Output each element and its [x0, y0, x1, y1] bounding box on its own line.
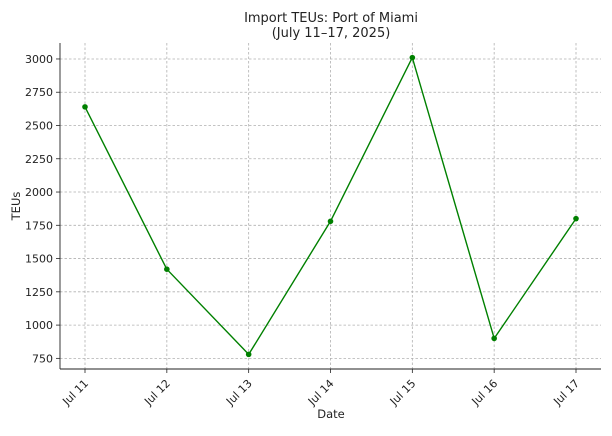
x-axis-label: Date [317, 407, 345, 421]
y-tick-label: 1250 [25, 286, 53, 299]
y-tick-label: 1000 [25, 319, 53, 332]
data-point [491, 335, 497, 342]
data-point [327, 218, 334, 225]
x-tick-label: Jul 17 [550, 377, 582, 409]
data-point [573, 215, 579, 222]
y-axis-ticks: 750 1000 1250 1500 1750 2000 2250 2500 2750 3000 [25, 53, 60, 365]
data-point [164, 266, 170, 273]
data-point [82, 104, 88, 110]
grid-lines [60, 43, 601, 369]
y-tick-label: 1500 [25, 253, 53, 266]
chart-title: Import TEUs: Port of Miami [244, 11, 418, 26]
x-tick-label: Jul 15 [387, 377, 419, 409]
x-tick-label: Jul 12 [141, 377, 173, 409]
x-tick-label: Jul 14 [305, 377, 337, 409]
y-tick-label: 2250 [25, 153, 53, 166]
x-tick-label: Jul 11 [59, 377, 91, 409]
y-tick-label: 1750 [25, 219, 53, 232]
series-layer [82, 54, 579, 358]
y-tick-label: 3000 [25, 53, 53, 66]
chart-subtitle: (July 11–17, 2025) [272, 26, 391, 41]
data-point [409, 54, 416, 61]
data-point [245, 351, 252, 358]
y-tick-label: 2750 [25, 86, 53, 99]
y-tick-label: 750 [32, 352, 53, 365]
x-tick-label: Jul 16 [469, 377, 501, 409]
x-tick-label: Jul 13 [223, 377, 255, 409]
y-axis-label: TEUs [9, 192, 23, 222]
y-tick-label: 2000 [25, 186, 53, 199]
y-tick-label: 2500 [25, 119, 53, 132]
x-axis-ticks: Jul 11 Jul 12 Jul 13 Jul 14 Jul 15 Jul 16 Jul … [59, 369, 582, 409]
